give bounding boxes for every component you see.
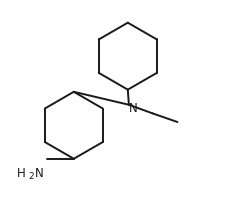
Text: 2: 2 — [29, 172, 34, 181]
Text: N: N — [128, 102, 137, 115]
Text: N: N — [35, 167, 44, 180]
Text: H: H — [17, 167, 25, 180]
